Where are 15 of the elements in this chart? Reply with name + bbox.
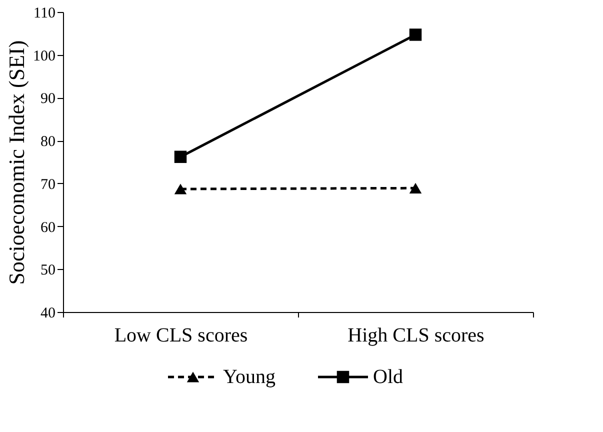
- y-tick-label: 80: [40, 134, 56, 150]
- legend-label: Young: [223, 366, 276, 388]
- x-tick-label: Low CLS scores: [114, 324, 248, 346]
- y-tick-label: 110: [34, 6, 56, 22]
- y-tick-label: 50: [40, 262, 56, 279]
- y-tick-label: 90: [40, 91, 56, 108]
- point: [174, 150, 187, 163]
- y-axis-title: Socioeconomic Index (SEI): [4, 40, 29, 285]
- y-tick-label: 100: [33, 48, 56, 64]
- legend-label: Old: [373, 366, 403, 388]
- y-tick-label: 70: [40, 176, 56, 193]
- point: [409, 28, 422, 41]
- y-tick-label: 60: [40, 220, 56, 236]
- x-tick-label: High CLS scores: [348, 324, 485, 346]
- y-tick-label: 40: [40, 306, 56, 322]
